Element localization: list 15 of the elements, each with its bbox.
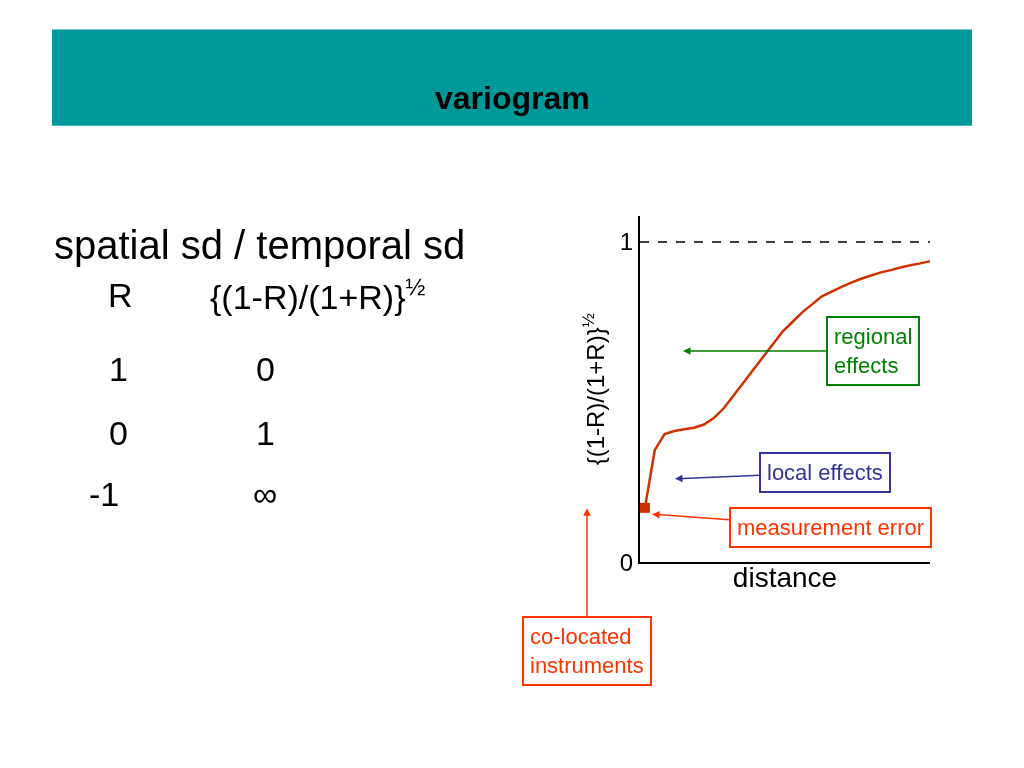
text: ∞: [253, 475, 278, 513]
annotation: local effects: [767, 460, 883, 485]
text: 1: [256, 414, 275, 452]
text: 0: [109, 414, 128, 452]
text: R: [108, 276, 133, 314]
annotation: measurement error: [737, 515, 925, 540]
text: 0: [256, 350, 275, 388]
text: -1: [89, 475, 120, 513]
text: 1: [109, 350, 128, 388]
text: co-located instruments: [530, 624, 644, 678]
text: {(1-R)/(1+R)}$^{½}$: [210, 273, 426, 317]
x-axis-title: distance: [732, 561, 838, 593]
text: spatial sd / temporal sd: [54, 223, 466, 267]
chart-title: variogram: [435, 80, 590, 116]
annotation: regional effects: [834, 324, 913, 378]
